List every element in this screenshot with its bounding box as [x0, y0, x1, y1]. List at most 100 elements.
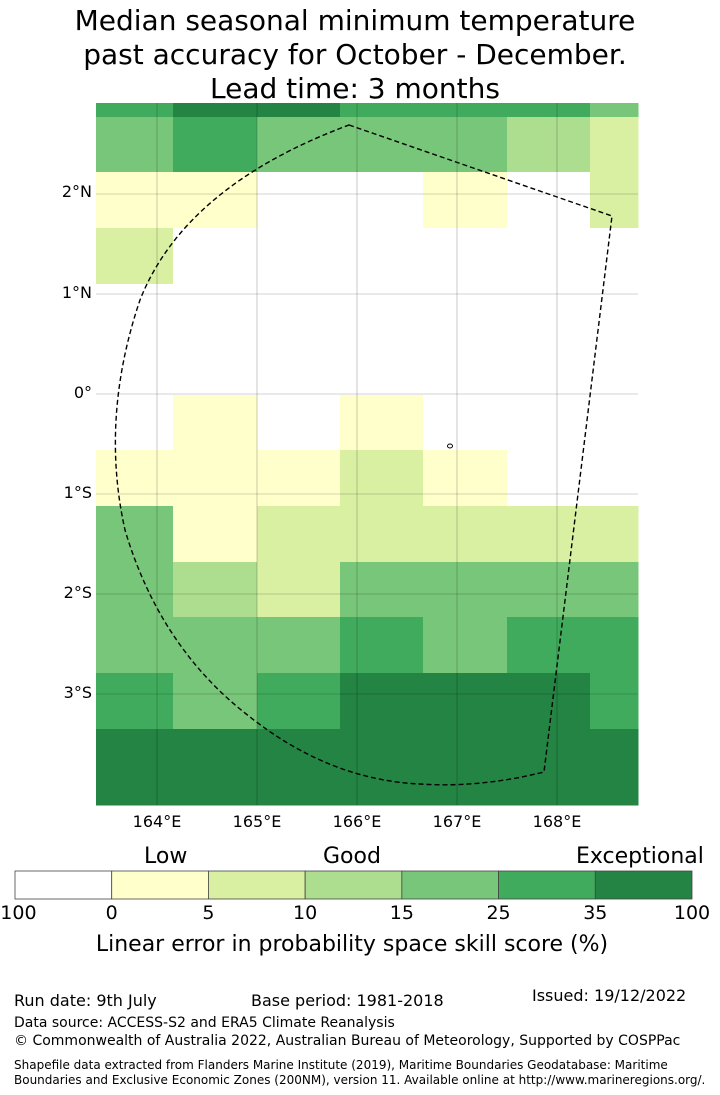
- grid-cell: [423, 228, 508, 285]
- grid-cells: [96, 103, 639, 806]
- legend-swatch: [594, 870, 693, 900]
- grid-cell: [423, 784, 508, 806]
- grid-cell: [257, 729, 341, 785]
- grid-cell: [96, 450, 174, 507]
- grid-cell: [173, 506, 258, 563]
- grid-cell: [257, 673, 341, 730]
- grid-cell: [590, 103, 639, 118]
- grid-cell: [96, 562, 174, 618]
- grid-cell: [590, 617, 639, 674]
- grid-cell: [173, 103, 258, 118]
- legend-tick-label: -100: [0, 902, 37, 924]
- grid-cell: [173, 395, 258, 451]
- grid-cell: [96, 172, 174, 229]
- grid-cell: [173, 673, 258, 730]
- grid-cell: [507, 617, 591, 674]
- title-line-1: Median seasonal minimum temperature: [74, 4, 636, 37]
- grid-cell: [590, 395, 639, 451]
- grid-cell: [257, 340, 341, 396]
- lon-label-167e: 167°E: [432, 812, 482, 831]
- grid-cell: [96, 784, 174, 806]
- lat-label-0: 0°: [73, 383, 92, 402]
- grid-cell: [96, 729, 174, 785]
- grid-cell: [340, 784, 424, 806]
- grid-cell: [96, 103, 174, 118]
- grid-cell: [257, 450, 341, 507]
- grid-cell: [423, 284, 508, 341]
- grid-cell: [173, 562, 258, 618]
- grid-cell: [590, 228, 639, 285]
- lat-label-3s: 3°S: [63, 683, 92, 702]
- grid-cell: [257, 395, 341, 451]
- skill-score-map: [96, 103, 639, 806]
- grid-cell: [340, 228, 424, 285]
- lat-label-1s: 1°S: [63, 483, 92, 502]
- grid-cell: [96, 117, 174, 173]
- island-outline: [447, 443, 453, 449]
- legend-tick-label: 35: [583, 902, 608, 924]
- grid-cell: [590, 562, 639, 618]
- grid-cell: [340, 172, 424, 229]
- grid-cell: [173, 228, 258, 285]
- grid-cell: [96, 228, 174, 285]
- grid-cell: [173, 729, 258, 785]
- lat-label-2s: 2°S: [63, 583, 92, 602]
- legend-swatch: [304, 870, 403, 900]
- grid-cell: [507, 562, 591, 618]
- grid-cell: [340, 340, 424, 396]
- eez-boundary: [114, 124, 613, 786]
- grid-cell: [507, 395, 591, 451]
- grid-cell: [173, 784, 258, 806]
- grid-cell: [96, 340, 174, 396]
- grid-cell: [423, 117, 508, 173]
- grid-cell: [340, 117, 424, 173]
- grid-cell: [173, 284, 258, 341]
- grid-cell: [423, 450, 508, 507]
- base-period: Base period: 1981-2018: [251, 991, 444, 1010]
- grid-cell: [96, 617, 174, 674]
- grid-cell: [340, 506, 424, 563]
- issued-date: Issued: 19/12/2022: [532, 986, 687, 1005]
- lat-label-1n: 1°N: [61, 283, 92, 302]
- lat-label-2n: 2°N: [61, 182, 92, 201]
- legend-tick-label: 100: [673, 902, 711, 924]
- grid-cell: [507, 103, 591, 118]
- grid-cell: [507, 673, 591, 730]
- grid-cell: [257, 228, 341, 285]
- data-source: Data source: ACCESS-S2 and ERA5 Climate …: [14, 1015, 395, 1031]
- grid-cell: [340, 729, 424, 785]
- grid-cell: [590, 784, 639, 806]
- legend-swatch: [208, 870, 306, 900]
- title-line-3: Lead time: 3 months: [210, 72, 500, 105]
- grid-cell: [507, 172, 591, 229]
- grid-cell: [96, 506, 174, 563]
- grid-cell: [507, 284, 591, 341]
- grid-cell: [173, 340, 258, 396]
- grid-cell: [423, 172, 508, 229]
- lon-label-168e: 168°E: [532, 812, 582, 831]
- grid-cell: [507, 450, 591, 507]
- legend-swatch: [498, 870, 596, 900]
- grid-cell: [590, 673, 639, 730]
- legend-tick-label: 25: [486, 902, 511, 924]
- grid-cell: [96, 395, 174, 451]
- grid-cell: [423, 103, 508, 118]
- grid-cell: [590, 506, 639, 563]
- grid-cell: [507, 784, 591, 806]
- grid-cell: [340, 284, 424, 341]
- grid-cell: [173, 450, 258, 507]
- legend-word-low: Low: [144, 844, 188, 869]
- title-line-2: past accuracy for October - December.: [83, 38, 627, 71]
- grid-cell: [96, 284, 174, 341]
- grid-cell: [423, 673, 508, 730]
- legend-word-exceptional: Exceptional: [576, 844, 704, 869]
- grid-cell: [507, 340, 591, 396]
- lon-label-164e: 164°E: [132, 812, 182, 831]
- grid-cell: [590, 450, 639, 507]
- grid-cell: [590, 117, 639, 173]
- legend-word-good: Good: [323, 844, 381, 869]
- grid-cell: [96, 673, 174, 730]
- grid-cell: [423, 729, 508, 785]
- grid-cell: [257, 617, 341, 674]
- grid-cell: [257, 284, 341, 341]
